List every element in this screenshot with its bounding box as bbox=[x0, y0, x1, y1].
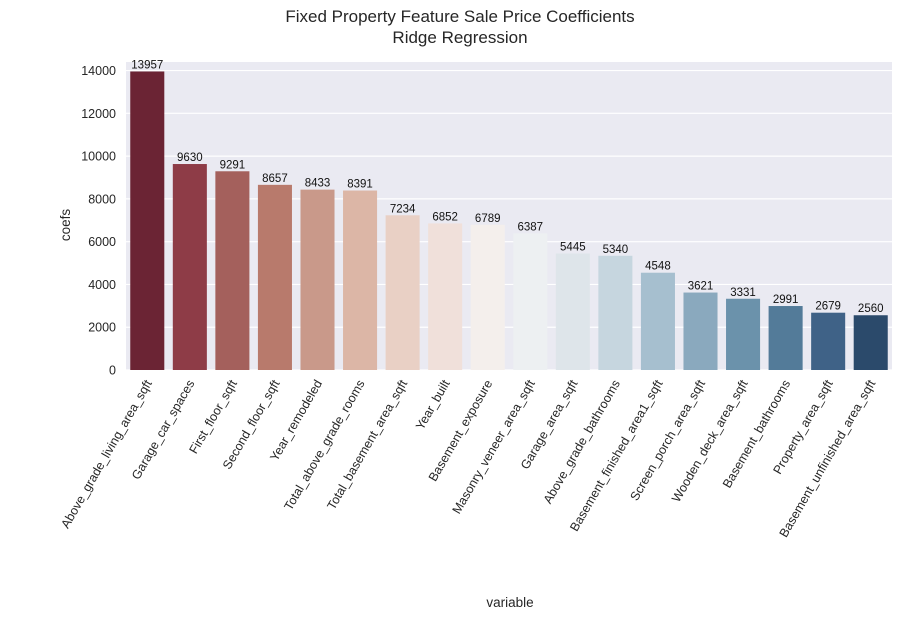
y-tick-label: 8000 bbox=[88, 192, 116, 206]
data-label: 2991 bbox=[773, 294, 799, 306]
y-axis-ticks: 0 2000 4000 6000 8000 10000 12000 14000 bbox=[81, 64, 116, 377]
bar bbox=[853, 315, 888, 370]
y-tick-label: 14000 bbox=[81, 64, 116, 78]
x-axis-label: variable bbox=[486, 595, 533, 610]
gridlines bbox=[126, 69, 892, 371]
data-label: 3621 bbox=[688, 281, 714, 293]
bar bbox=[768, 306, 803, 370]
bar bbox=[300, 189, 335, 370]
data-label: 7234 bbox=[390, 203, 416, 215]
bar bbox=[470, 224, 505, 370]
bar bbox=[598, 255, 633, 370]
data-label: 8391 bbox=[347, 179, 373, 191]
data-label: 3331 bbox=[730, 287, 756, 299]
data-label: 5445 bbox=[560, 242, 586, 254]
data-label: 5340 bbox=[603, 244, 629, 256]
data-labels: 13957 9630 9291 8657 8433 8391 7234 6852 6789 638… bbox=[131, 59, 883, 315]
data-label: 6852 bbox=[432, 211, 458, 223]
bar bbox=[343, 190, 378, 370]
y-tick-label: 4000 bbox=[88, 278, 116, 292]
bar bbox=[428, 223, 463, 370]
data-label: 2679 bbox=[815, 301, 841, 313]
bar bbox=[257, 184, 292, 370]
bar bbox=[513, 233, 548, 370]
bars bbox=[130, 71, 888, 370]
data-label: 8657 bbox=[262, 173, 288, 185]
bar bbox=[726, 298, 761, 370]
y-tick-label: 2000 bbox=[88, 321, 116, 335]
x-tick-label: Wooden_deck_area_sqft bbox=[669, 377, 751, 505]
bar bbox=[555, 253, 590, 370]
x-tick-label: Above_grade_bathrooms bbox=[541, 378, 623, 507]
y-tick-label: 0 bbox=[109, 364, 116, 378]
x-tick-label: Total_basement_area_sqft bbox=[324, 377, 410, 512]
x-tick-label: Masonry_veneer_area_sqft bbox=[450, 377, 538, 516]
y-tick-label: 12000 bbox=[81, 107, 116, 121]
bar bbox=[640, 272, 675, 370]
y-tick-label: 6000 bbox=[88, 235, 116, 249]
y-tick-label: 10000 bbox=[81, 150, 116, 164]
data-label: 4548 bbox=[645, 261, 671, 273]
chart-subtitle: Ridge Regression bbox=[392, 28, 527, 47]
y-axis-label: coefs bbox=[58, 209, 73, 242]
x-tick-label: Total_above_grade_rooms bbox=[282, 378, 368, 513]
bar bbox=[172, 164, 207, 370]
bar bbox=[811, 312, 846, 370]
data-label: 2560 bbox=[858, 303, 884, 315]
bar bbox=[385, 215, 420, 370]
data-label: 8433 bbox=[305, 178, 331, 190]
data-label: 9291 bbox=[220, 159, 246, 171]
bar bbox=[683, 292, 718, 370]
data-label: 13957 bbox=[131, 59, 163, 71]
x-tick-label: Year_built bbox=[413, 377, 453, 432]
chart-title: Fixed Property Feature Sale Price Coeffi… bbox=[285, 7, 634, 26]
data-label: 6387 bbox=[517, 221, 543, 233]
x-axis-ticks: Above_grade_living_area_sqftGarage_car_s… bbox=[58, 377, 878, 540]
data-label: 6789 bbox=[475, 213, 501, 225]
bar bbox=[215, 171, 250, 370]
bar bbox=[130, 71, 165, 370]
x-tick-label: Screen_porch_area_sqft bbox=[628, 377, 709, 503]
data-label: 9630 bbox=[177, 152, 203, 164]
